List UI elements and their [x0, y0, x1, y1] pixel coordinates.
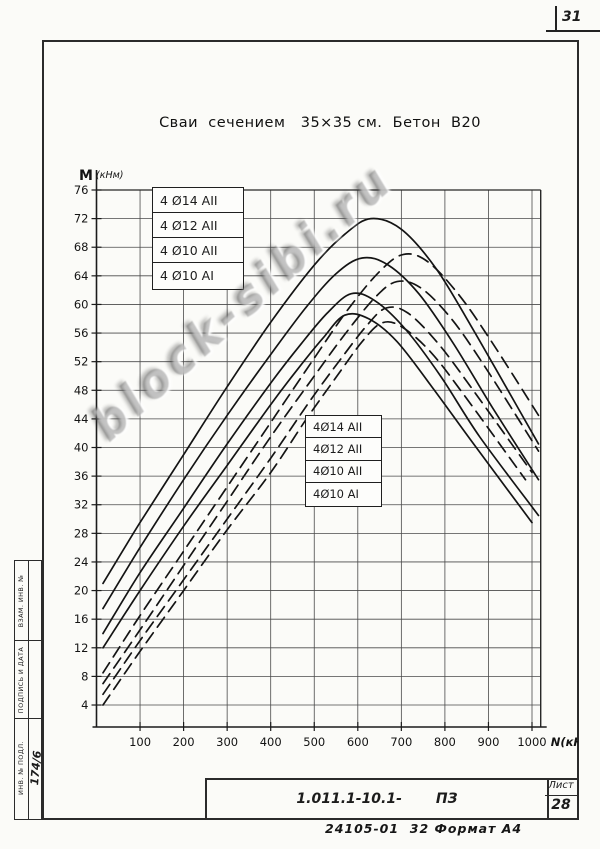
svg-text:M: M	[79, 168, 93, 184]
curve-solid	[102, 217, 540, 585]
sheet-label: Лист	[545, 780, 577, 796]
svg-text:8: 8	[81, 669, 88, 683]
left-stamp-strip: Взам. инв. № Подпись и дата Инв. № подл.…	[14, 560, 44, 820]
svg-text:12: 12	[74, 641, 89, 655]
svg-text:500: 500	[303, 735, 325, 749]
legend-item: 4 Ø14 АII	[153, 188, 243, 214]
svg-text:40: 40	[74, 441, 89, 455]
legend-item: 4Ø12 АII	[306, 438, 381, 461]
corner-bracket-horizontal	[546, 30, 600, 32]
svg-text:4: 4	[81, 698, 88, 712]
svg-text:N(кН): N(кН)	[551, 735, 578, 749]
svg-text:100: 100	[129, 735, 151, 749]
svg-text:52: 52	[74, 355, 89, 369]
svg-text:68: 68	[74, 240, 89, 254]
svg-text:16: 16	[74, 612, 89, 626]
svg-text:600: 600	[347, 735, 369, 749]
svg-text:32: 32	[74, 498, 89, 512]
legend-item: 4 Ø10 АI	[160, 268, 214, 284]
legend-item: 4 Ø10 АII	[153, 238, 243, 264]
svg-text:(кНм): (кНм)	[96, 170, 123, 181]
svg-text:48: 48	[74, 383, 89, 397]
svg-text:64: 64	[74, 269, 89, 283]
page-corner-number: 31	[562, 9, 582, 25]
inventory-number: 174/6	[28, 749, 44, 786]
stamp-cell-podpis: Подпись и дата	[15, 641, 41, 719]
footer-note: 24105-01 32 Формат А4	[325, 821, 523, 836]
svg-text:20: 20	[74, 584, 89, 598]
stamp-strip-divider	[28, 561, 30, 819]
svg-text:56: 56	[74, 326, 89, 340]
svg-text:800: 800	[434, 735, 456, 749]
svg-text:900: 900	[477, 735, 499, 749]
legend-item: 4 Ø12 АII	[153, 213, 243, 239]
curve-dashed	[102, 320, 527, 706]
curve-solid	[102, 256, 540, 610]
legend-item: 4Ø14 АII	[306, 416, 381, 439]
svg-text:200: 200	[173, 735, 195, 749]
svg-text:76: 76	[74, 183, 89, 197]
svg-text:72: 72	[74, 212, 89, 226]
svg-text:28: 28	[74, 526, 89, 540]
svg-text:700: 700	[390, 735, 412, 749]
legend-item: 4Ø10 АII	[306, 461, 381, 483]
curve-solid	[102, 312, 533, 649]
curve-dashed	[102, 306, 533, 696]
sheet-number: 28	[551, 797, 571, 813]
stamp-label-vzam: Взам. инв. №	[17, 574, 25, 627]
curve-solid	[102, 292, 540, 635]
title-block-main-cell: 1.011.1-10.1- ПЗ	[207, 780, 549, 818]
document-code: 1.011.1-10.1-	[296, 791, 402, 807]
stamp-cell-vzam: Взам. инв. №	[15, 561, 41, 641]
stamp-label-podpis: Подпись и дата	[17, 646, 25, 713]
document-type: ПЗ	[435, 791, 458, 807]
title-block-sheet-cell: Лист 28	[545, 780, 577, 818]
svg-text:400: 400	[260, 735, 282, 749]
stamp-cell-inv: Инв. № подл. 174/6	[15, 719, 44, 816]
stamp-label-inv: Инв. № подл.	[17, 740, 25, 795]
svg-text:44: 44	[74, 412, 89, 426]
svg-text:60: 60	[74, 297, 89, 311]
chart-title: Сваи сечением 35×35 см. Бетон В20	[159, 115, 481, 131]
svg-text:1000: 1000	[517, 735, 546, 749]
curve-dashed	[102, 253, 540, 674]
svg-text:24: 24	[74, 555, 89, 569]
corner-bracket-vertical	[555, 6, 557, 31]
legend-solid-curves: 4 Ø14 АII 4 Ø12 АII 4 Ø10 АII 4 Ø10 АI	[152, 187, 244, 290]
legend-item: 4Ø10 АI	[313, 487, 359, 502]
legend-dashed-curves: 4Ø14 АII 4Ø12 АII 4Ø10 АII 4Ø10 АI	[305, 415, 382, 507]
svg-text:36: 36	[74, 469, 89, 483]
svg-text:300: 300	[216, 735, 238, 749]
curve-dashed	[102, 280, 540, 685]
chart-area: 76 72 68 64 60 56 52 48 44 40 36 32 28 24 20 16 12 8 4 100 2…	[58, 158, 578, 790]
title-block: 1.011.1-10.1- ПЗ Лист 28	[205, 778, 579, 820]
